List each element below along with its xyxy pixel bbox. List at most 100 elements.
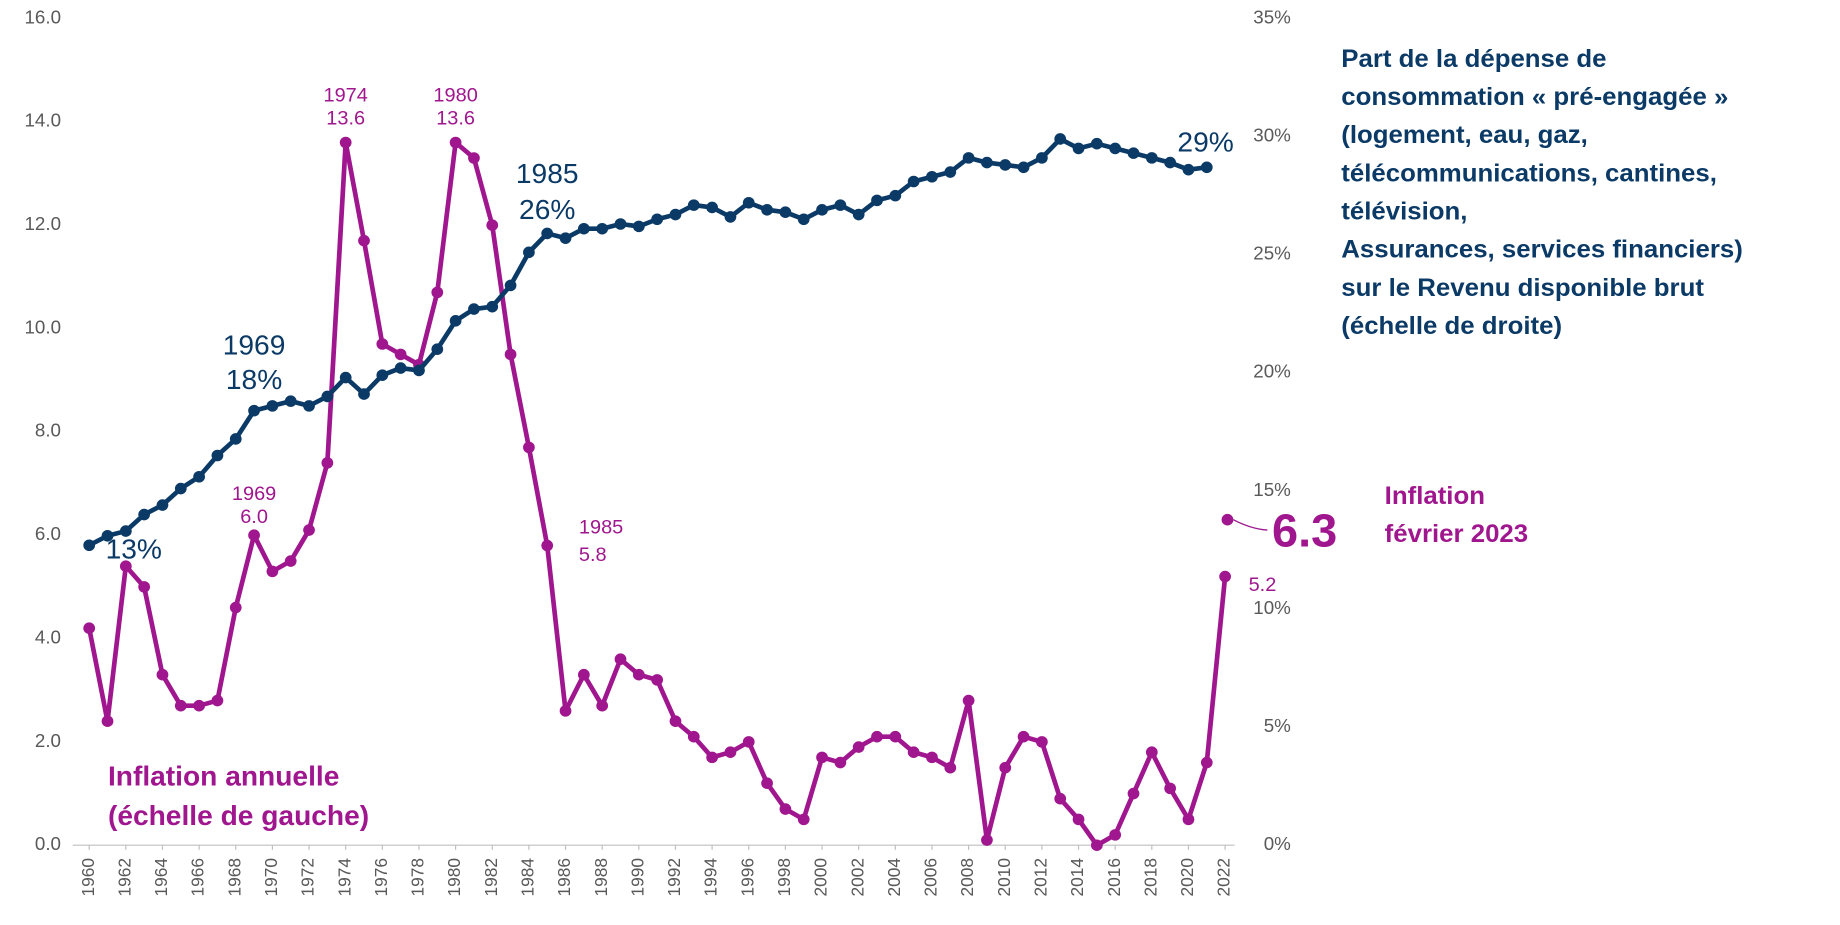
y2-tick-label: 20%: [1253, 361, 1291, 382]
data-point: [83, 539, 96, 552]
data-point: [871, 730, 883, 743]
data-point: [1017, 161, 1030, 174]
legend-text: Inflation annuelle: [108, 761, 339, 792]
data-point: [926, 751, 938, 764]
data-point: [1127, 147, 1140, 159]
data-point: [321, 457, 334, 469]
legend-text: (logement, eau, gaz,: [1341, 121, 1588, 149]
data-point: [614, 653, 627, 665]
x-tick-label: 1978: [407, 858, 427, 897]
x-tick-label: 2002: [847, 858, 867, 897]
x-tick-label: 2020: [1177, 858, 1197, 897]
data-point: [358, 388, 370, 400]
data-point: [303, 524, 315, 536]
data-point: [1200, 161, 1213, 174]
data-point: [119, 560, 132, 572]
legend-text: (échelle de gauche): [108, 800, 369, 831]
data-point: [284, 555, 297, 567]
data-point: [907, 175, 920, 188]
y2-tick-label: 25%: [1253, 243, 1291, 264]
x-tick-label: 2016: [1104, 858, 1124, 897]
data-point: [1072, 813, 1085, 826]
data-point: [284, 395, 297, 407]
x-tick-label: 1984: [517, 858, 537, 897]
data-point: [376, 338, 389, 350]
x-tick-label: 1970: [261, 858, 281, 897]
data-point: [797, 813, 810, 826]
x-tick-label: 2000: [811, 858, 831, 897]
y-tick-label: 2.0: [35, 730, 61, 751]
legend-text: télévision,: [1341, 198, 1467, 226]
data-point: [962, 152, 975, 164]
x-tick-label: 1964: [151, 858, 171, 897]
connector: [1232, 519, 1268, 531]
data-point: [211, 449, 224, 462]
x-tick-label: 1974: [334, 858, 354, 897]
data-point: [596, 222, 609, 235]
data-point: [211, 694, 224, 707]
y-tick-label: 6.0: [35, 523, 61, 544]
data-point: [761, 204, 773, 216]
data-point: [229, 433, 242, 445]
data-point: [944, 761, 957, 774]
data-point: [248, 529, 260, 541]
data-point: [889, 189, 902, 202]
data-point: [1054, 133, 1067, 145]
data-point: [999, 761, 1012, 774]
x-tick-label: 1968: [224, 858, 244, 897]
x-tick-label: 1976: [371, 858, 391, 897]
data-point: [779, 803, 792, 815]
annotation: 1985: [579, 517, 623, 539]
x-tick-label: 2012: [1030, 858, 1050, 897]
x-tick-label: 1990: [627, 858, 647, 897]
data-point: [742, 736, 755, 748]
annotation: 5.8: [579, 544, 607, 566]
data-point: [394, 348, 407, 361]
data-point: [596, 699, 609, 712]
data-point: [1036, 736, 1048, 748]
data-point: [358, 234, 370, 247]
y2-tick-label: 35%: [1253, 7, 1291, 28]
data-point: [687, 199, 700, 211]
y-tick-label: 0.0: [35, 833, 61, 854]
latest-name: Inflation: [1385, 482, 1485, 510]
data-point: [944, 166, 957, 178]
y-tick-label: 12.0: [25, 213, 62, 234]
data-point: [156, 668, 169, 681]
data-point: [687, 730, 700, 743]
data-point: [229, 601, 242, 614]
data-point: [541, 227, 554, 240]
y2-tick-label: 10%: [1253, 597, 1291, 618]
data-point: [1182, 813, 1195, 826]
data-point: [761, 777, 773, 789]
data-point: [541, 539, 554, 552]
data-point: [816, 204, 828, 216]
data-point: [1127, 787, 1140, 800]
data-point: [486, 219, 499, 231]
data-point: [1164, 782, 1177, 795]
annotation: 1985: [516, 158, 579, 189]
data-point: [1109, 829, 1122, 841]
annotation: 13.6: [436, 108, 475, 130]
data-point: [266, 565, 279, 578]
y2-tick-label: 0%: [1264, 833, 1291, 854]
data-point: [706, 201, 718, 214]
data-point: [981, 834, 993, 846]
data-point: [468, 303, 480, 315]
x-tick-label: 2010: [994, 858, 1014, 897]
data-point: [193, 470, 205, 483]
x-tick-label: 1996: [737, 858, 757, 897]
y-tick-label: 4.0: [35, 627, 61, 648]
data-point: [632, 220, 645, 233]
data-point: [248, 404, 260, 417]
data-point: [834, 199, 847, 211]
x-tick-label: 1994: [701, 858, 721, 897]
data-point: [1145, 746, 1158, 758]
latest-name: février 2023: [1385, 520, 1528, 548]
data-point: [779, 206, 792, 218]
data-point: [632, 668, 645, 681]
data-point: [431, 343, 444, 355]
data-point: [339, 371, 352, 384]
annotation: 5.2: [1249, 574, 1277, 596]
